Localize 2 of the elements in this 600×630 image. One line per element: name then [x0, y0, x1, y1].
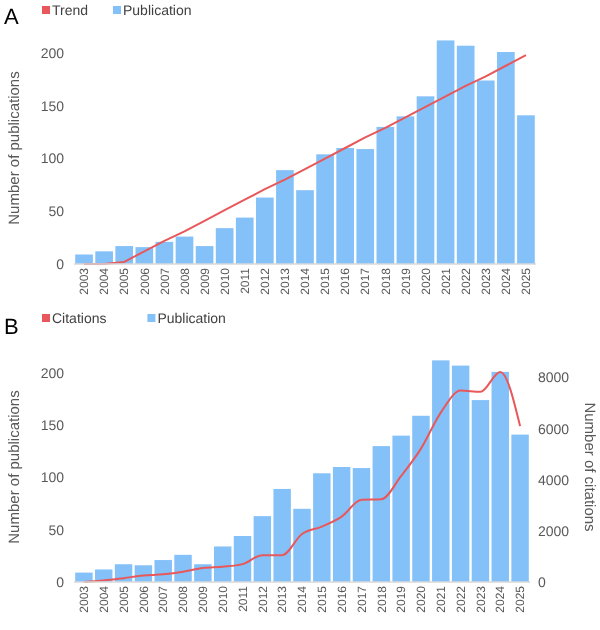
chart-title: A	[4, 6, 20, 30]
chart-title: B	[4, 316, 19, 340]
